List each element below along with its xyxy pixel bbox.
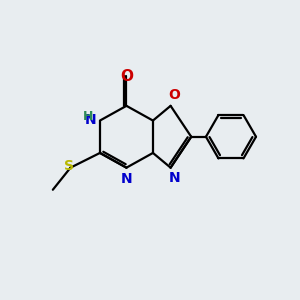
Text: N: N xyxy=(85,113,96,127)
Text: O: O xyxy=(168,88,180,102)
Text: N: N xyxy=(121,172,132,186)
Text: O: O xyxy=(120,69,133,84)
Text: S: S xyxy=(64,159,74,173)
Text: N: N xyxy=(168,171,180,185)
Text: H: H xyxy=(82,110,93,123)
